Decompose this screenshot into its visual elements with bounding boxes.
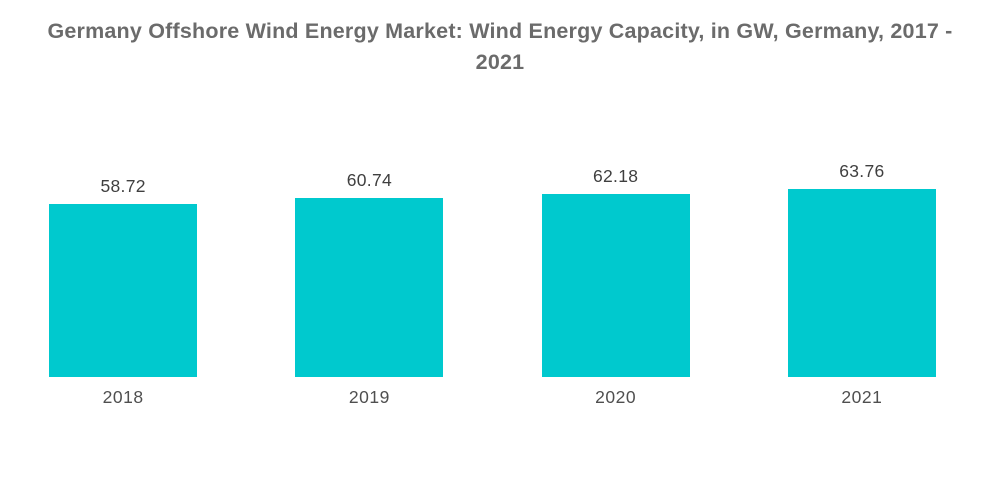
bar-value-label: 60.74 xyxy=(346,170,393,190)
x-axis-label: 2021 xyxy=(841,387,883,407)
bar-2021 xyxy=(787,189,936,377)
bar-chart-plot-area: 58.72 2018 60.74 2019 62.18 2020 63.76 2021 xyxy=(0,89,985,407)
bar-group-2019: 60.74 2019 xyxy=(246,89,492,407)
bar-group-2021: 63.76 2021 xyxy=(739,89,985,407)
chart-title: Germany Offshore Wind Energy Market: Win… xyxy=(47,19,953,74)
bar-value-label: 63.76 xyxy=(839,161,885,181)
x-axis-label: 2018 xyxy=(102,387,144,407)
bar-group-2018: 58.72 2018 xyxy=(0,89,246,407)
x-axis-label: 2020 xyxy=(595,387,637,407)
bar-2019 xyxy=(295,198,444,377)
bar-group-2020: 62.18 2020 xyxy=(493,89,739,407)
x-axis-label: 2019 xyxy=(348,387,390,407)
bar-2020 xyxy=(541,194,690,377)
bar-2018 xyxy=(49,204,198,377)
bar-value-label: 62.18 xyxy=(592,166,639,186)
bar-value-label: 58.72 xyxy=(100,176,146,196)
